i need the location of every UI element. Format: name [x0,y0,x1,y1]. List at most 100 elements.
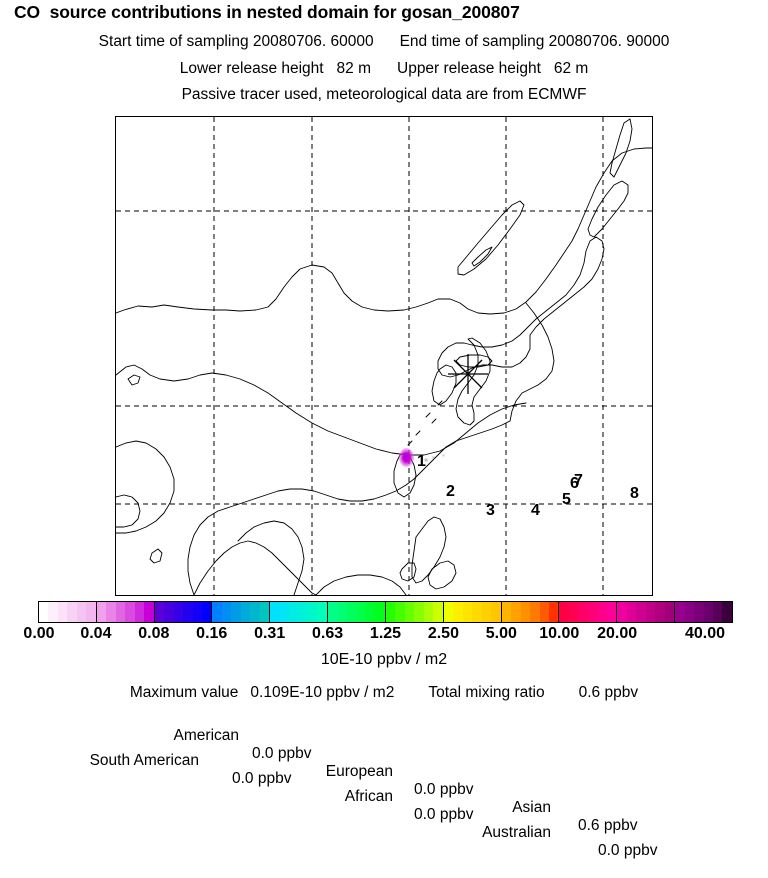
colorbar-tick-label: 0.04 [80,625,112,642]
colorbar-shade [115,602,126,622]
colorbar-segment[interactable] [39,602,97,622]
colorbar-shade [221,602,232,622]
page-title: CO source contributions in nested domain… [14,2,520,22]
footer-region-row: American 0.0 ppbv European 0.0 ppbv Asia… [0,709,768,834]
colorbar-shade [587,602,598,622]
colorbar-shade [270,602,280,622]
colorbar-shade [664,602,675,622]
trajectory-marker: 4 [531,502,540,519]
colorbar-shade [578,602,588,622]
colorbar-shade [694,602,704,622]
colorbar-shade [279,602,290,622]
colorbar-shade [347,602,357,622]
lower-release-height-value: 82 m [336,60,371,77]
colorbar-shade [96,602,107,622]
colorbar-shade [308,602,318,622]
footer-summary-row: Maximum value 0.109E-10 ppbv / m2 Total mi… [0,684,768,706]
trajectory-marker: 7 [574,472,583,489]
colorbar-shade [173,602,184,622]
colorbar-tick-label: 2.50 [427,625,459,642]
plume-trace-dot-b [432,456,435,459]
colorbar-tick-label: 5.00 [485,625,517,642]
colorbar-shade [645,602,656,622]
region-value-african: 0.0 ppbv [414,806,474,823]
colorbar-shade [366,602,376,622]
colorbar-shade [481,602,492,622]
colorbar-segment[interactable] [443,602,502,622]
colorbar-shade [192,602,202,622]
region-value-asian: 0.6 ppbv [578,817,638,834]
colorbar-shade [375,602,385,622]
region-value-european: 0.0 ppbv [414,781,474,798]
colorbar-shade [559,602,569,622]
trajectory-marker: 5 [562,491,571,508]
colorbar-segment[interactable] [212,602,271,622]
colorbar-tick-label: 0.31 [254,625,286,642]
map-panel[interactable]: 1 2 3 4 5 6 7 8 9 [115,116,653,596]
colorbar-segment[interactable] [501,602,560,622]
start-time-label: Start time of sampling [98,33,249,50]
colorbar-shade [48,602,58,622]
colorbar-shade [606,602,617,622]
colorbar-segment[interactable] [559,602,618,622]
colorbar-segment[interactable] [385,602,444,622]
region-label-south-american: South American [89,752,199,769]
colorbar-shade [443,602,454,622]
colorbar-segment[interactable] [675,602,732,622]
colorbar-segment[interactable] [270,602,329,622]
colorbar-shade [337,602,348,622]
colorbar-shade [675,602,685,622]
colorbar-shade [57,602,68,622]
colorbar-shade [404,602,415,622]
colorbar-segment[interactable] [96,602,155,622]
colorbar-shade [356,602,367,622]
colorbar-segment[interactable] [328,602,386,622]
colorbar-shade [202,602,212,622]
colorbar-tick-label: 0.16 [196,625,228,642]
colorbar-shade [722,602,732,622]
colorbar[interactable] [38,601,733,623]
region-label-australian: Australian [482,824,551,841]
header-block: CO source contributions in nested domain… [0,0,768,112]
colorbar-shade [636,602,646,622]
colorbar-shade [568,602,579,622]
colorbar-shade [125,602,135,622]
colorbar-shade [67,602,77,622]
colorbar-shade [144,602,154,622]
colorbar-tick-label: 40.00 [684,625,726,642]
colorbar-tick-label: 1.25 [369,625,402,642]
colorbar-shade [712,602,723,622]
colorbar-tick-label: 0.00 [23,625,55,642]
plume-concentration-blob [399,448,414,467]
region-value-south-american: 0.0 ppbv [232,770,292,787]
colorbar-shade [134,602,145,622]
colorbar-shade [289,602,299,622]
colorbar-segment[interactable] [617,602,676,622]
colorbar-shade [617,602,627,622]
colorbar-tick-label: 0.08 [138,625,170,642]
colorbar-shade [298,602,309,622]
colorbar-tick-labels: 0.00 0.04 0.08 0.16 0.31 0.63 1.25 2.50 5.00 10.0… [0,625,768,645]
trajectory-marker-layer: 1 2 3 4 5 6 7 8 9 [417,453,639,519]
region-value-australian: 0.0 ppbv [598,842,658,859]
max-value-label: Maximum value [129,684,239,701]
colorbar-shade [212,602,222,622]
colorbar-shade [39,602,49,622]
total-mixing-ratio-value: 0.6 ppbv [578,684,639,701]
end-time-label: End time of sampling [399,33,545,50]
colorbar-tick-label: 0.63 [312,625,344,642]
colorbar-shade [655,602,665,622]
colorbar-shade [328,602,338,622]
colorbar-shade [511,602,521,622]
colorbar-segment[interactable] [154,602,213,622]
colorbar-shade [250,602,260,622]
region-value-american: 0.0 ppbv [252,745,312,762]
trajectory-marker: 2 [446,483,455,500]
release-site-star [448,354,488,394]
colorbar-shade [385,602,396,622]
colorbar-shade [86,602,96,622]
colorbar-shade [539,602,549,622]
colorbar-shade [626,602,637,622]
colorbar-shade [501,602,512,622]
colorbar-shade [414,602,424,622]
